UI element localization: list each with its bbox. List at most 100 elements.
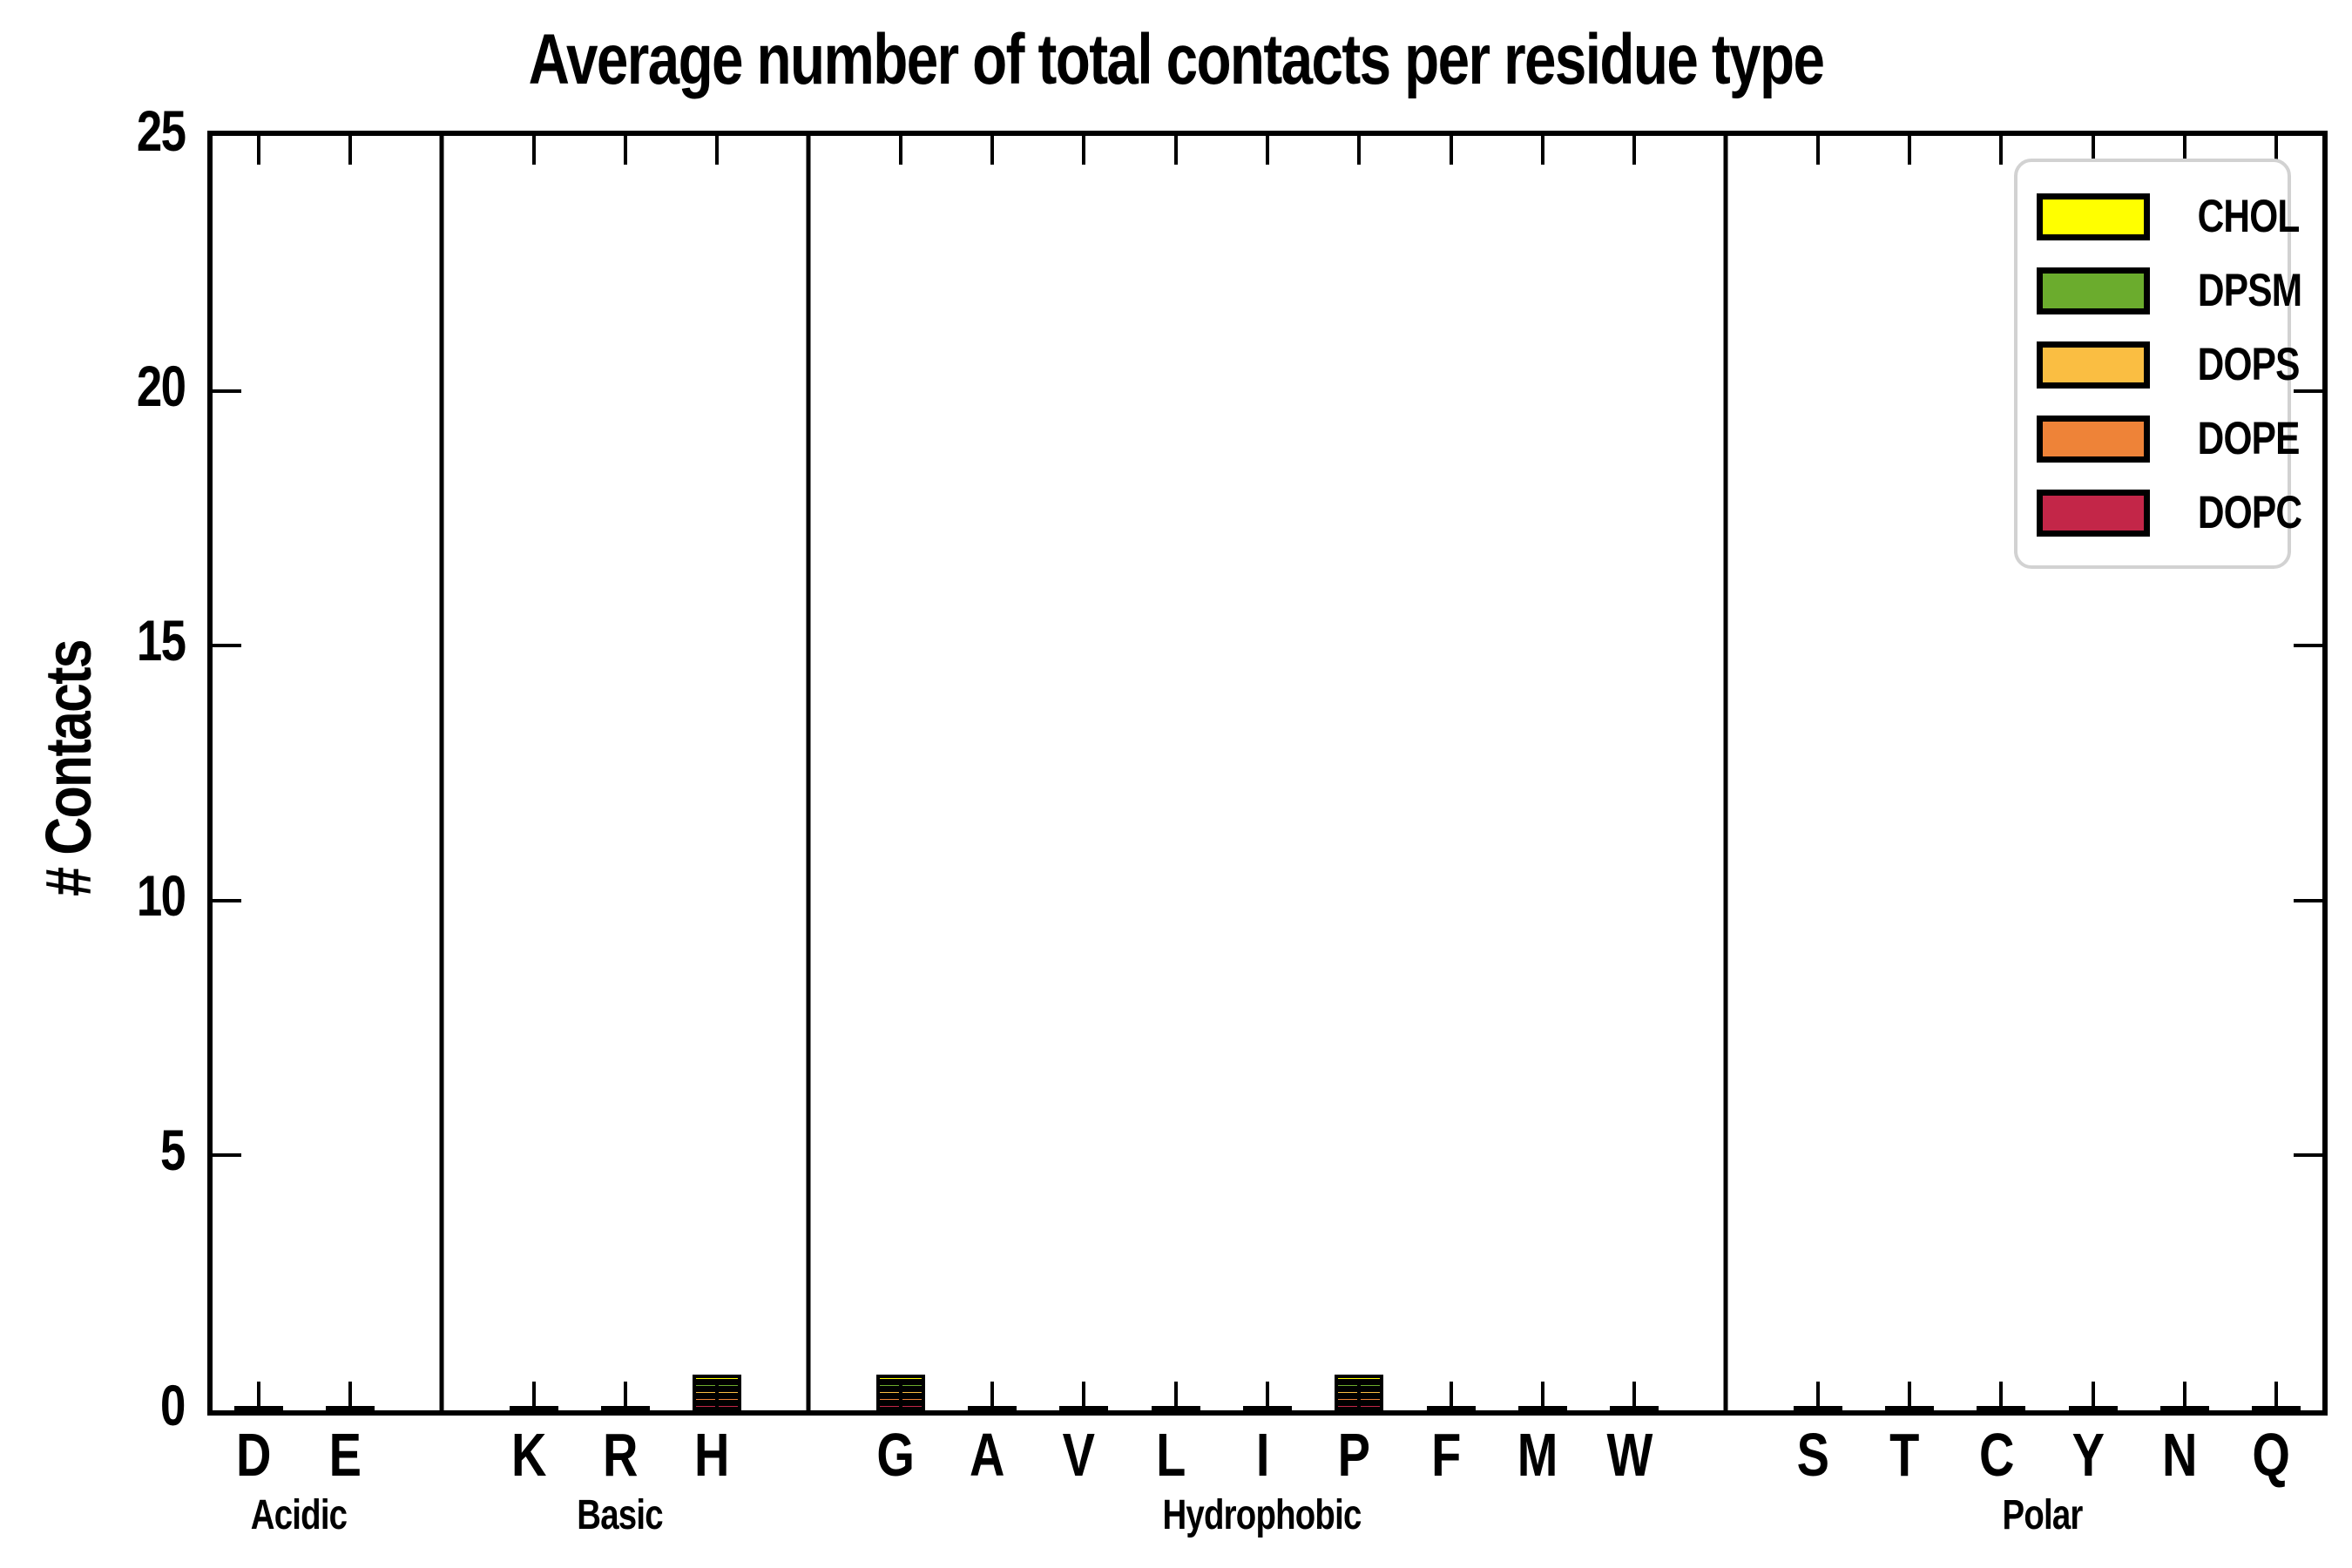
x-tick-bottom-W bbox=[1632, 1382, 1637, 1410]
x-tick-top-Q bbox=[2274, 136, 2279, 165]
x-tick-top-S bbox=[1815, 136, 1820, 165]
plot-area bbox=[207, 131, 2328, 1416]
bar-segment-H-CHOL bbox=[693, 1375, 742, 1382]
x-tick-top-C bbox=[1999, 136, 2004, 165]
y-tick-right-20 bbox=[2294, 389, 2322, 393]
residue-column-I bbox=[1221, 136, 1313, 1410]
y-tick-label-0: 0 bbox=[160, 1373, 186, 1437]
residue-column-M bbox=[1497, 136, 1588, 1410]
x-tick-label-I: I bbox=[1255, 1421, 1270, 1489]
y-tick-left-5 bbox=[213, 1153, 241, 1158]
legend-swatch-CHOL bbox=[2037, 193, 2150, 240]
x-tick-top-H bbox=[715, 136, 720, 165]
x-tick-top-E bbox=[348, 136, 352, 165]
y-tick-right-15 bbox=[2294, 644, 2322, 648]
x-tick-label-Q: Q bbox=[2252, 1421, 2291, 1489]
residue-column-F bbox=[1405, 136, 1497, 1410]
legend-label-CHOL: CHOL bbox=[2197, 191, 2301, 242]
x-tick-bottom-T bbox=[1907, 1382, 1911, 1410]
group-label-Acidic: Acidic bbox=[251, 1491, 348, 1538]
x-tick-top-W bbox=[1632, 136, 1637, 165]
x-tick-bottom-I bbox=[1265, 1382, 1269, 1410]
y-tick-right-5 bbox=[2294, 1153, 2322, 1158]
residue-column-Q bbox=[2231, 136, 2322, 1410]
x-tick-bottom-K bbox=[531, 1382, 536, 1410]
group-label-spacer bbox=[391, 1486, 483, 1544]
x-tick-bottom-Y bbox=[2091, 1382, 2095, 1410]
x-tick-label-P: P bbox=[1337, 1421, 1370, 1489]
x-tick-bottom-R bbox=[623, 1382, 627, 1410]
separator-spacer bbox=[758, 1418, 849, 1491]
group-labels: Acidic Basic Hydrophobic Polar bbox=[207, 1486, 2317, 1544]
y-tick-label-20: 20 bbox=[136, 353, 186, 418]
x-tick-label-G: G bbox=[876, 1421, 915, 1489]
y-tick-left-10 bbox=[213, 898, 241, 902]
x-tick-label-K: K bbox=[510, 1421, 546, 1489]
x-tick-label-W: W bbox=[1606, 1421, 1652, 1489]
y-tick-labels: 0 5 10 15 20 25 bbox=[0, 102, 186, 1434]
x-tick-bottom-C bbox=[1999, 1382, 2004, 1410]
residue-column-T bbox=[1863, 136, 1955, 1410]
x-tick-label-M: M bbox=[1517, 1421, 1558, 1489]
x-tick-top-M bbox=[1540, 136, 1544, 165]
x-tick-bottom-A bbox=[990, 1382, 995, 1410]
y-tick-left-15 bbox=[213, 644, 241, 648]
y-tick-label-25: 25 bbox=[136, 98, 186, 163]
residue-column-S bbox=[1772, 136, 1863, 1410]
x-tick-bottom-L bbox=[1173, 1382, 1178, 1410]
legend-label-DOPE: DOPE bbox=[2197, 413, 2301, 464]
x-tick-bottom-D bbox=[256, 1382, 260, 1410]
x-tick-label-C: C bbox=[1978, 1421, 2014, 1489]
separator-spacer bbox=[391, 1418, 483, 1491]
bar-segment-G-CHOL bbox=[875, 1375, 925, 1382]
chart-title: Average number of total contacts per res… bbox=[528, 20, 1825, 99]
x-tick-bottom-M bbox=[1540, 1382, 1544, 1410]
residue-column-C bbox=[1956, 136, 2047, 1410]
residue-column-G bbox=[855, 136, 946, 1410]
x-tick-bottom-P bbox=[1357, 1382, 1362, 1410]
x-tick-label-R: R bbox=[603, 1421, 638, 1489]
x-tick-label-E: E bbox=[328, 1421, 362, 1489]
x-tick-top-T bbox=[1907, 136, 1911, 165]
x-tick-bottom-E bbox=[348, 1382, 352, 1410]
y-tick-label-15: 15 bbox=[136, 608, 186, 673]
legend: CHOL DPSM DOPS DOPE DOPC bbox=[2014, 159, 2302, 569]
legend-swatch-DOPE bbox=[2037, 415, 2150, 463]
legend-item-DPSM: DPSM bbox=[2037, 253, 2302, 328]
x-tick-label-D: D bbox=[235, 1421, 271, 1489]
x-tick-bottom-F bbox=[1449, 1382, 1453, 1410]
y-tick-left-20 bbox=[213, 389, 241, 393]
group-label-Polar: Polar bbox=[2002, 1491, 2083, 1538]
x-tick-label-H: H bbox=[694, 1421, 729, 1489]
x-tick-top-I bbox=[1265, 136, 1269, 165]
x-tick-label-V: V bbox=[1063, 1421, 1095, 1489]
x-tick-top-K bbox=[531, 136, 536, 165]
residue-column-A bbox=[946, 136, 1037, 1410]
bars-container bbox=[213, 136, 2322, 1410]
residue-column-R bbox=[579, 136, 671, 1410]
x-tick-bottom-G bbox=[898, 1382, 902, 1410]
x-tick-bottom-H bbox=[715, 1382, 720, 1410]
legend-item-DOPS: DOPS bbox=[2037, 328, 2300, 402]
group-label-spacer bbox=[758, 1486, 849, 1544]
y-tick-right-10 bbox=[2294, 898, 2322, 902]
x-tick-label-S: S bbox=[1796, 1421, 1828, 1489]
x-tick-top-G bbox=[898, 136, 902, 165]
x-tick-top-D bbox=[256, 136, 260, 165]
group-separator-line bbox=[806, 136, 811, 1410]
group-separator bbox=[763, 136, 855, 1410]
legend-label-DOPC: DOPC bbox=[2197, 487, 2302, 538]
x-tick-top-V bbox=[1082, 136, 1086, 165]
residue-column-V bbox=[1038, 136, 1130, 1410]
x-tick-label-T: T bbox=[1889, 1421, 1919, 1489]
group-label-Hydrophobic: Hydrophobic bbox=[1162, 1491, 1362, 1538]
x-tick-bottom-Q bbox=[2274, 1382, 2279, 1410]
x-tick-bottom-N bbox=[2182, 1382, 2186, 1410]
residue-column-L bbox=[1130, 136, 1221, 1410]
residue-column-W bbox=[1588, 136, 1680, 1410]
residue-column-P bbox=[1314, 136, 1405, 1410]
x-tick-label-F: F bbox=[1430, 1421, 1461, 1489]
group-label-spacer bbox=[1675, 1486, 1767, 1544]
